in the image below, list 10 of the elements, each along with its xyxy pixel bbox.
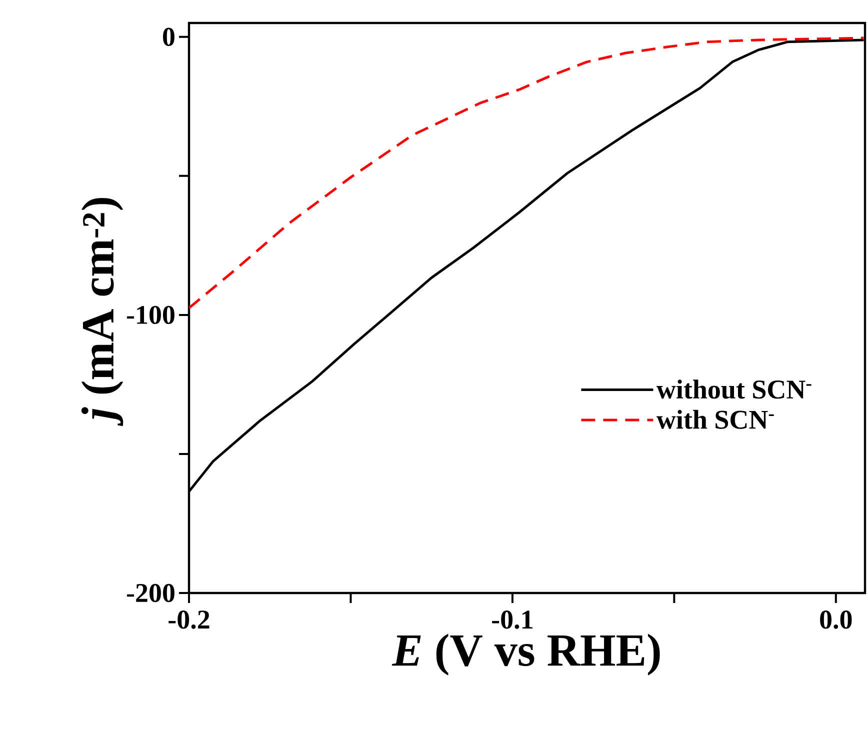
x-tick-label: -0.1: [492, 610, 532, 629]
x-tick-label: 0.0: [820, 610, 852, 629]
y-tick-label: -200: [126, 584, 174, 602]
legend-label: with SCN$^{-}$: [656, 410, 774, 429]
y-tick-label: 0: [163, 28, 174, 46]
y-tick-label: -100: [126, 306, 174, 324]
x-axis-title: E (V vs RHE): [392, 634, 660, 676]
x-tick-label: -0.2: [168, 610, 210, 629]
legend-label: without SCN$^{-}$: [656, 380, 812, 399]
y-axis-title: j (mA cm$^{-2}$): [81, 198, 124, 426]
